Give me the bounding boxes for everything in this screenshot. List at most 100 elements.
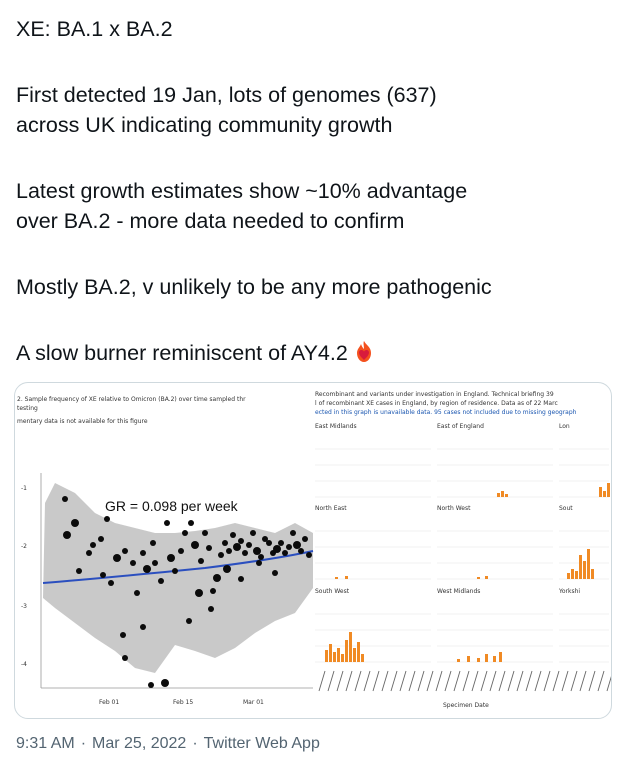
date-tick xyxy=(480,670,488,692)
case-bar xyxy=(499,652,502,662)
sample-point xyxy=(246,542,252,548)
sample-point xyxy=(90,542,96,548)
sample-point xyxy=(100,572,106,578)
date-tick xyxy=(336,670,344,692)
case-bar xyxy=(477,577,480,579)
sample-point xyxy=(140,624,146,630)
fire-heart-icon xyxy=(356,341,371,362)
y-tick-4: -4 xyxy=(21,661,27,668)
date-tick xyxy=(327,670,335,692)
right-caption-2: l of recombinant XE cases in England, by… xyxy=(315,400,558,407)
sample-point xyxy=(293,541,301,549)
left-caption-1: 2. Sample frequency of XE relative to Om… xyxy=(17,396,246,403)
sample-point xyxy=(198,558,204,564)
case-bar xyxy=(587,549,590,579)
date-tick xyxy=(516,670,524,692)
sample-point xyxy=(122,548,128,554)
region-label: Sout xyxy=(559,505,573,512)
case-bar xyxy=(485,654,488,662)
case-bar xyxy=(505,494,508,497)
specimen-date-label: Specimen Date xyxy=(443,702,489,709)
date-tick xyxy=(534,670,542,692)
case-bar xyxy=(341,654,344,662)
sample-point xyxy=(238,576,244,582)
sample-point xyxy=(122,655,128,661)
sample-point xyxy=(62,496,68,502)
gr-label: GR = 0.098 per week xyxy=(105,498,239,514)
sample-point xyxy=(71,519,79,527)
case-bar xyxy=(345,576,348,579)
tweet-line-detected: First detected 19 Jan, lots of genomes (… xyxy=(16,83,437,107)
case-bar xyxy=(599,487,602,497)
case-bar xyxy=(501,491,504,497)
region-label: Yorkshi xyxy=(558,588,580,595)
sample-point xyxy=(223,565,231,573)
date-tick xyxy=(525,670,533,692)
case-bar xyxy=(485,576,488,579)
left-caption-2: testing xyxy=(17,405,38,412)
sample-point xyxy=(206,545,212,551)
sample-point xyxy=(258,554,264,560)
sample-point xyxy=(120,632,126,638)
tweet-source[interactable]: Twitter Web App xyxy=(203,735,320,752)
sample-points xyxy=(62,496,312,688)
date-tick xyxy=(471,670,479,692)
case-bar xyxy=(579,555,582,579)
sample-point xyxy=(290,530,296,536)
sample-point xyxy=(195,589,203,597)
sample-point xyxy=(143,565,151,573)
case-bar xyxy=(457,659,460,662)
date-tick xyxy=(462,670,470,692)
case-bar xyxy=(325,650,328,662)
sample-point xyxy=(208,606,214,612)
x-tick-feb15: Feb 15 xyxy=(173,699,193,706)
date-tick xyxy=(363,670,371,692)
date-tick xyxy=(579,670,587,692)
sample-point xyxy=(98,536,104,542)
date-tick xyxy=(417,670,425,692)
tweet-time[interactable]: 9:31 AM xyxy=(16,735,75,752)
sample-point xyxy=(272,570,278,576)
date-tick xyxy=(390,670,398,692)
date-tick xyxy=(444,670,452,692)
sample-point xyxy=(148,682,154,688)
case-bar xyxy=(329,644,332,662)
sample-point xyxy=(113,554,121,562)
tweet-line-pathogenic: Mostly BA.2, v unlikely to be any more p… xyxy=(16,275,492,299)
meta-separator: · xyxy=(80,735,87,752)
sample-point xyxy=(86,550,92,556)
case-bar xyxy=(361,654,364,662)
sample-point xyxy=(230,532,236,538)
region-label: North West xyxy=(437,505,471,512)
sample-point xyxy=(161,679,169,687)
x-tick-mar01: Mar 01 xyxy=(243,699,264,706)
sample-point xyxy=(164,520,170,526)
case-bar xyxy=(571,569,574,579)
date-tick xyxy=(552,670,560,692)
case-bar xyxy=(591,569,594,579)
sample-point xyxy=(140,550,146,556)
sample-point xyxy=(63,531,71,539)
tweet-media-image[interactable]: 2. Sample frequency of XE relative to Om… xyxy=(14,382,612,719)
region-label: North East xyxy=(315,505,347,512)
region-label: South West xyxy=(315,588,350,595)
tweet-date[interactable]: Mar 25, 2022 xyxy=(92,735,187,752)
case-bar xyxy=(467,656,470,662)
case-bar xyxy=(493,656,496,662)
case-bar xyxy=(335,577,338,579)
sample-point xyxy=(302,536,308,542)
case-bar xyxy=(353,648,356,662)
case-bar xyxy=(477,658,480,662)
date-tick xyxy=(318,670,326,692)
sample-point xyxy=(158,578,164,584)
sample-point xyxy=(191,541,199,549)
sample-point xyxy=(286,544,292,550)
date-tick xyxy=(588,670,596,692)
tweet-metadata: 9:31 AM · Mar 25, 2022 · Twitter Web App xyxy=(16,735,320,753)
specimen-date-ticks xyxy=(318,670,611,692)
sample-point xyxy=(298,548,304,554)
sample-point xyxy=(253,547,261,555)
sample-point xyxy=(222,540,228,546)
date-tick xyxy=(426,670,434,692)
sample-point xyxy=(152,560,158,566)
